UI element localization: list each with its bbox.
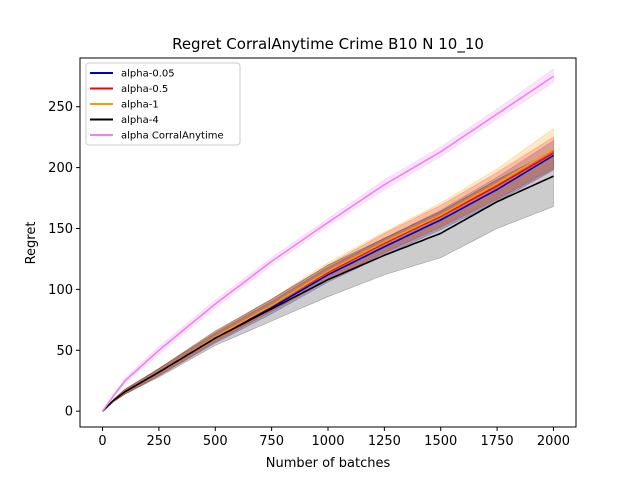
y-axis-title: Regret: [24, 222, 39, 265]
chart-title: Regret CorralAnytime Crime B10 N 10_10: [172, 35, 484, 54]
legend-label-alpha-1: alpha-1: [121, 100, 159, 111]
legend-label-alpha-corralanytime: alpha CorralAnytime: [121, 131, 224, 142]
series-lines: [101, 75, 554, 412]
x-tick-label: 1750: [481, 434, 514, 449]
line-alpha-corralanytime: [101, 75, 554, 412]
y-tick-label: 200: [48, 161, 73, 176]
x-tick-label: 2000: [537, 434, 570, 449]
x-tick-label: 1000: [311, 434, 344, 449]
y-tick-label: 150: [48, 222, 73, 237]
legend-label-alpha-4: alpha-4: [121, 115, 159, 126]
x-tick-label: 0: [98, 434, 106, 449]
legend-label-alpha-0-05: alpha-0.05: [121, 69, 175, 80]
legend-box: [85, 62, 241, 146]
y-tick-label: 100: [48, 283, 73, 298]
x-tick-label: 500: [203, 434, 228, 449]
band-alpha-corralanytime: [102, 68, 554, 412]
x-axis-title: Number of batches: [266, 456, 391, 471]
x-tick-label: 1250: [368, 434, 401, 449]
y-tick-label: 250: [48, 100, 73, 115]
y-tick-label: 50: [56, 344, 73, 359]
legend-label-alpha-0-5: alpha-0.5: [121, 84, 168, 95]
line-alpha-4: [101, 175, 554, 412]
x-tick-label: 250: [146, 434, 171, 449]
x-tick-label: 1500: [424, 434, 457, 449]
band-alpha-1: [102, 128, 554, 412]
x-tick-label: 750: [259, 434, 284, 449]
x-axis-ticks: 0 250 500 750 1000 1250 1500 1750 2000: [98, 427, 570, 449]
legend: alpha-0.05 alpha-0.5 alpha-1 alpha-4 alpha C…: [85, 62, 241, 146]
y-tick-label: 0: [65, 405, 73, 420]
y-axis-ticks: 0 50 100 150 200 250: [48, 100, 80, 420]
